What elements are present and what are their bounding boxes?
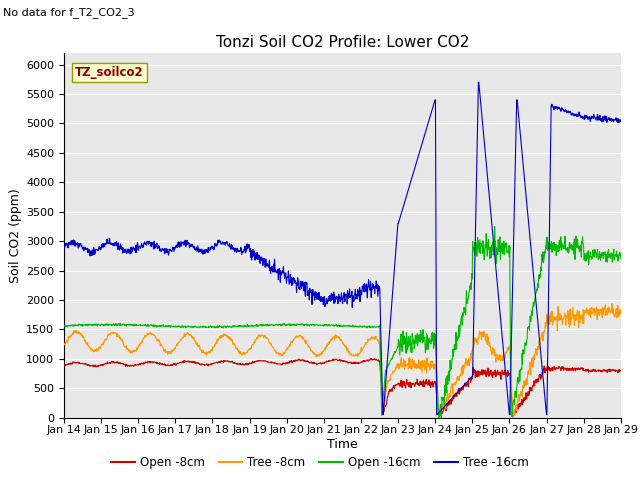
Text: No data for f_T2_CO2_3: No data for f_T2_CO2_3 (3, 7, 135, 18)
Title: Tonzi Soil CO2 Profile: Lower CO2: Tonzi Soil CO2 Profile: Lower CO2 (216, 35, 469, 50)
Text: TZ_soilco2: TZ_soilco2 (75, 66, 144, 79)
X-axis label: Time: Time (327, 438, 358, 451)
Legend: Open -8cm, Tree -8cm, Open -16cm, Tree -16cm: Open -8cm, Tree -8cm, Open -16cm, Tree -… (107, 452, 533, 474)
Y-axis label: Soil CO2 (ppm): Soil CO2 (ppm) (9, 188, 22, 283)
